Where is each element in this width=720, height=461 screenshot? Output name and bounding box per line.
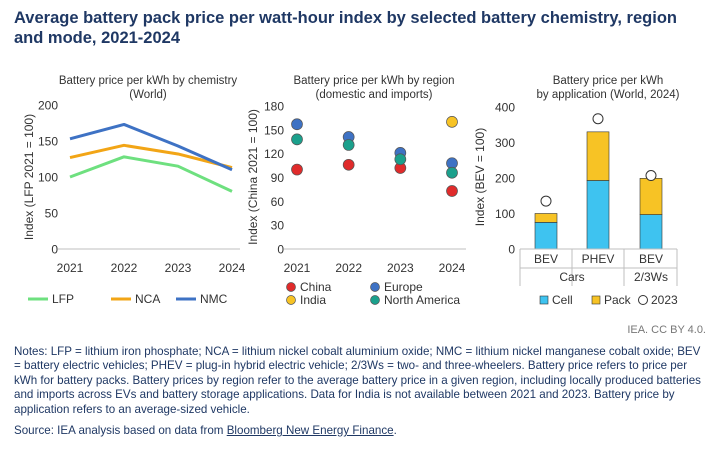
y-tick-label: 150 [38,135,58,149]
legend-swatch [539,295,549,305]
legend-label: India [300,293,326,307]
legend-swatch [370,295,380,305]
point-north-america [291,133,303,146]
chart-subtitle: (World) [129,89,167,101]
point-north-america [446,166,458,179]
source-prefix: Source: IEA analysis based on data from [14,424,227,437]
legend-label: NCA [135,292,160,306]
y-tick-label: 400 [495,101,515,115]
point-europe [291,118,303,131]
legend-label: Europe [384,280,423,294]
chart-subtitle: by application (World, 2024) [537,89,680,101]
series-line-lfp [69,155,233,193]
bar-cell [586,180,610,250]
y-tick-label: 100 [495,207,515,221]
legend-swatch [638,295,648,305]
bar-cell [639,214,663,250]
y-tick-label: 200 [38,99,58,113]
legend-swatch [286,295,296,305]
y-tick-label: 150 [264,123,284,137]
x-tick-label: BEV [534,252,558,266]
application-chart: Battery price per kWh by application (Wor… [473,75,680,307]
y-tick-label: 0 [277,243,284,257]
y-axis-label: Index (China 2021 = 100) [246,109,260,245]
legend-label: LFP [52,292,74,306]
point-north-america [394,153,407,166]
point-china [291,163,303,176]
y-axis-label: Index (BEV = 100) [473,128,487,226]
chart-title: Battery price per kWh by region [293,75,454,87]
point-china [446,185,458,197]
legend-swatch [591,295,601,305]
legend-label: China [300,280,332,294]
region-chart: Battery price per kWh by region (domestic… [246,75,466,307]
marker-2023 [645,170,657,182]
point-india [446,116,458,128]
y-tick-label: 100 [38,171,58,185]
x-tick-label: BEV [639,252,663,266]
chart-title: Battery price per kWh [553,75,664,87]
legend-label: Pack [604,293,632,307]
series-line-nmc [69,122,233,172]
marker-2023 [540,195,552,207]
y-tick-label: 300 [495,136,515,150]
source-suffix: . [393,424,397,437]
group-label-23ws: 2/3Ws [634,270,668,284]
x-tick-label: 2022 [335,261,362,275]
x-tick-label: 2022 [111,261,138,275]
y-tick-label: 120 [264,147,284,161]
bar-cell [534,222,558,250]
y-tick-label: 60 [271,195,285,209]
chart-source: Source: IEA analysis based on data from … [14,424,710,437]
y-tick-label: 0 [508,243,515,257]
bar-pack [639,178,663,215]
chart-title: Battery price per kWh by chemistry [59,75,238,87]
x-tick-label: 2023 [165,261,192,275]
y-tick-label: 50 [45,207,59,221]
x-tick-label: 2021 [284,261,311,275]
chart-main-title: Average battery pack price per watt-hour… [14,9,677,47]
series-line-nca [69,143,233,170]
marker-2023 [592,113,604,125]
y-tick-label: 90 [271,171,285,185]
legend-label: Cell [552,293,573,307]
y-tick-label: 0 [51,243,58,257]
legend-label: NMC [200,292,228,306]
chart-notes: Notes: LFP = lithium iron phosphate; NCA… [14,345,701,416]
x-tick-label: 2024 [439,261,466,275]
legend-swatch [286,282,296,292]
y-tick-label: 30 [271,219,285,233]
source-link[interactable]: Bloomberg New Energy Finance [226,424,394,437]
bar-pack [586,131,610,181]
x-tick-label: 2024 [219,261,246,275]
chart-subtitle: (domestic and imports) [316,89,433,101]
credit-label: IEA. CC BY 4.0. [627,324,706,336]
x-tick-label: 2021 [57,261,84,275]
group-label-cars: Cars [559,270,584,284]
y-axis-label: Index (LFP 2021 = 100) [22,114,36,240]
x-tick-label: 2023 [387,261,414,275]
chemistry-chart: Battery price per kWh by chemistry (World… [22,75,246,306]
y-tick-label: 200 [495,172,515,186]
legend-label: North America [384,293,460,307]
point-china [342,158,355,171]
point-north-america [342,139,355,151]
legend-label: 2023 [651,293,678,307]
legend-swatch [370,282,380,292]
bar-pack [534,213,558,223]
y-tick-label: 180 [264,100,284,114]
x-tick-label: PHEV [582,252,615,266]
